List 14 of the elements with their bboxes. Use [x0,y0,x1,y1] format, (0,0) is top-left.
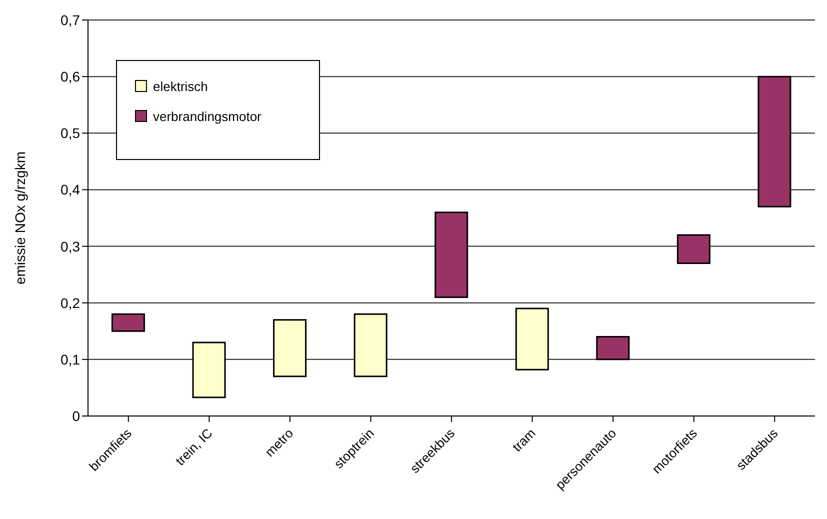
y-tick-label: 0,6 [60,68,80,85]
y-tick-label: 0,1 [60,351,80,368]
y-tick-label: 0,7 [60,12,80,28]
legend-label: verbrandingsmotor [153,108,262,124]
legend-label: elektrisch [153,78,208,94]
y-tick-label: 0,4 [60,182,80,198]
x-tick-label: tram [509,426,538,455]
y-tick-label: 0,3 [60,238,80,254]
y-tick-label: 0,5 [60,125,80,142]
y-tick-label: 0 [72,408,80,424]
bar [111,313,145,332]
x-tick-label: trein, IC [172,426,216,468]
y-axis-title: emissie NOx g/rzgkm [12,151,28,285]
y-tick-label: 0,2 [60,294,80,311]
